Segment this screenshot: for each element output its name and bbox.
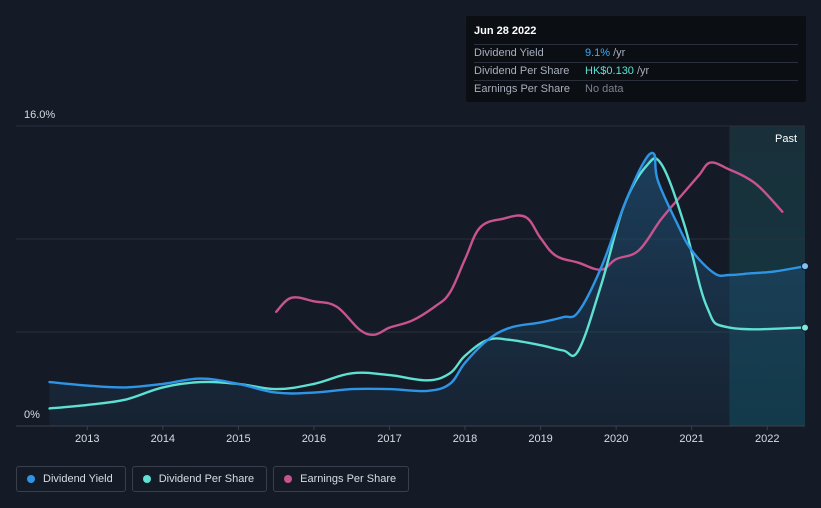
legend-dividend-yield[interactable]: Dividend Yield bbox=[16, 466, 126, 492]
earnings-per-share-line bbox=[275, 161, 784, 336]
legend-label: Dividend Per Share bbox=[158, 473, 255, 485]
tooltip-unit: /yr bbox=[613, 47, 626, 59]
legend-label: Earnings Per Share bbox=[300, 473, 397, 485]
chart-legend: Dividend Yield Dividend Per Share Earnin… bbox=[16, 466, 410, 492]
x-tick-label: 2016 bbox=[302, 433, 326, 445]
legend-label: Dividend Yield bbox=[43, 473, 113, 485]
x-tick-label: 2013 bbox=[75, 433, 99, 445]
legend-dividend-per-share[interactable]: Dividend Per Share bbox=[131, 466, 268, 492]
dividend-yield-line bbox=[48, 151, 807, 395]
dividend-yield-endpoint bbox=[801, 262, 809, 271]
tooltip-value: 9.1% bbox=[585, 47, 611, 59]
past-label: Past bbox=[775, 133, 797, 145]
y-axis-top-label: 16.0% bbox=[24, 109, 55, 121]
dividend-per-share-endpoint bbox=[801, 323, 809, 332]
x-tick-label: 2019 bbox=[528, 433, 552, 445]
y-axis-bottom-label: 0% bbox=[24, 409, 40, 421]
tooltip-date: Jun 28 2022 bbox=[474, 25, 537, 37]
tooltip-label: Dividend Yield bbox=[474, 47, 544, 59]
tooltip-value: No data bbox=[585, 83, 624, 95]
dividend-yield-area bbox=[49, 152, 805, 426]
hover-tooltip: Jun 28 2022 Dividend Yield 9.1% /yr Divi… bbox=[466, 16, 806, 102]
tooltip-row-earnings-per-share: Earnings Per Share No data bbox=[474, 80, 798, 98]
x-tick-label: 2017 bbox=[377, 433, 401, 445]
tooltip-value: HK$0.130 bbox=[585, 65, 634, 77]
tooltip-label: Dividend Per Share bbox=[474, 65, 570, 77]
tooltip-label: Earnings Per Share bbox=[474, 83, 570, 95]
legend-earnings-per-share[interactable]: Earnings Per Share bbox=[273, 466, 410, 492]
x-tick-label: 2020 bbox=[604, 433, 628, 445]
legend-dot-icon bbox=[142, 475, 151, 483]
legend-dot-icon bbox=[27, 475, 35, 483]
tooltip-unit: /yr bbox=[636, 65, 650, 77]
x-tick-label: 2018 bbox=[453, 433, 477, 445]
x-tick-label: 2021 bbox=[679, 433, 703, 445]
x-tick-label: 2022 bbox=[755, 433, 779, 445]
x-tick-label: 2015 bbox=[226, 433, 250, 445]
legend-dot-icon bbox=[284, 475, 293, 483]
tooltip-row-dividend-per-share: Dividend Per Share HK$0.130 /yr bbox=[474, 62, 798, 80]
tooltip-row-dividend-yield: Dividend Yield 9.1% /yr bbox=[474, 44, 798, 62]
x-tick-label: 2014 bbox=[151, 433, 175, 445]
